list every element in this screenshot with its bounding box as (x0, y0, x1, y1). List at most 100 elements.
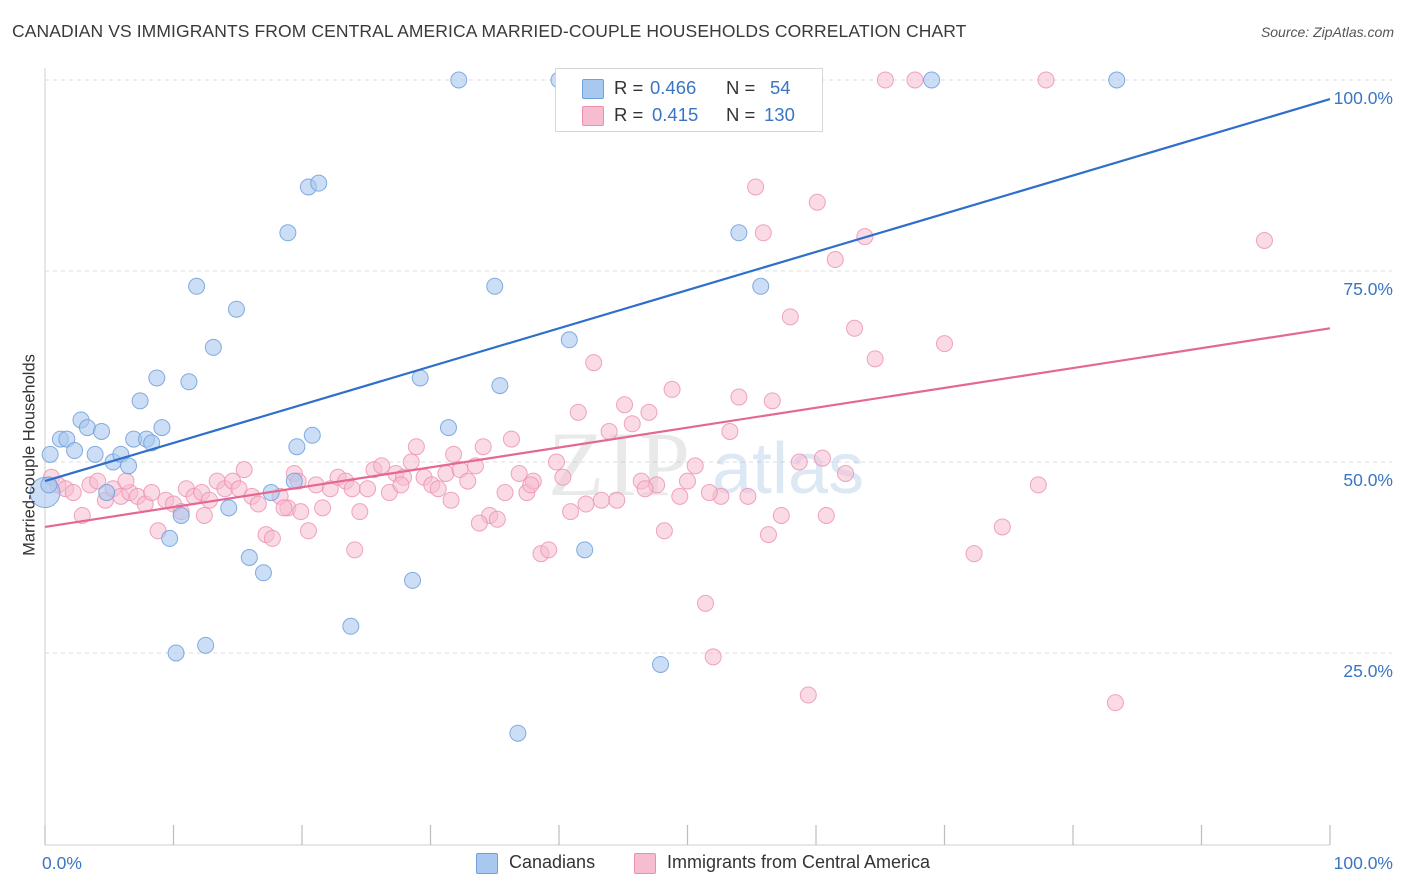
data-point-immigrants (721, 422, 739, 440)
data-point-immigrants (730, 388, 748, 406)
source-label: Source: ZipAtlas.com (1260, 24, 1394, 40)
data-point-canadians (279, 224, 297, 242)
data-point-canadians (288, 438, 306, 456)
y-axis-label: Married-couple Households (20, 354, 39, 556)
data-point-immigrants (700, 484, 718, 502)
data-point-immigrants (522, 476, 540, 494)
legend-swatch-canadians (582, 79, 604, 99)
data-point-immigrants (474, 438, 492, 456)
data-point-canadians (204, 338, 222, 356)
correlation-legend: R = 0.466 N = 54 R = 0.415 N = 130 (555, 68, 823, 132)
bottom-legend-swatch-immigrants (634, 853, 656, 874)
y-tick-label: 75.0% (1343, 279, 1393, 299)
data-point-canadians (652, 655, 670, 673)
data-point-canadians (439, 419, 457, 437)
data-point-canadians (180, 373, 198, 391)
data-point-immigrants (569, 403, 587, 421)
data-point-canadians (576, 541, 594, 559)
data-point-immigrants (623, 415, 641, 433)
data-point-immigrants (510, 464, 528, 482)
data-point-immigrants (799, 686, 817, 704)
data-point-canadians (161, 529, 179, 547)
data-point-immigrants (502, 430, 520, 448)
data-point-immigrants (373, 457, 391, 475)
data-point-canadians (450, 71, 468, 89)
data-point-canadians (254, 564, 272, 582)
data-point-immigrants (754, 224, 772, 242)
legend-row-canadians: R = 0.466 N = 54 (556, 75, 822, 101)
data-point-immigrants (772, 506, 790, 524)
data-point-immigrants (547, 453, 565, 471)
data-point-immigrants (686, 457, 704, 475)
data-point-canadians (148, 369, 166, 387)
data-point-canadians (730, 224, 748, 242)
x-tick-label-right: 100.0% (1334, 853, 1393, 873)
x-tick-label-left: 0.0% (42, 853, 82, 873)
data-point-immigrants (392, 476, 410, 494)
data-point-immigrants (314, 499, 332, 517)
legend-row-immigrants: R = 0.415 N = 130 (556, 102, 822, 128)
data-point-canadians (66, 442, 84, 460)
trend-lines (44, 98, 1331, 529)
data-point-immigrants (554, 468, 572, 486)
legend-n-label: N = (726, 77, 756, 98)
legend-r-value: 0.415 (652, 104, 699, 125)
data-point-immigrants (407, 438, 425, 456)
data-point-canadians (404, 571, 422, 589)
data-point-immigrants (747, 178, 765, 196)
data-point-immigrants (496, 484, 514, 502)
data-point-immigrants (351, 503, 369, 521)
data-point-immigrants (459, 472, 477, 490)
data-point-immigrants (143, 484, 161, 502)
data-point-immigrants (826, 251, 844, 269)
data-point-immigrants (442, 491, 460, 509)
data-point-immigrants (671, 487, 689, 505)
data-point-immigrants (906, 71, 924, 89)
data-point-immigrants (600, 422, 618, 440)
data-point-immigrants (540, 541, 558, 559)
legend-n-label: N = (726, 104, 756, 125)
data-point-immigrants (275, 499, 293, 517)
data-point-immigrants (1106, 694, 1124, 712)
data-point-canadians (86, 445, 104, 463)
data-point-immigrants (1255, 231, 1273, 249)
data-point-canadians (1108, 71, 1126, 89)
data-point-immigrants (790, 453, 808, 471)
data-point-canadians (240, 549, 258, 566)
data-point-canadians (560, 331, 578, 349)
data-point-immigrants (696, 594, 714, 612)
data-point-canadians (197, 636, 215, 654)
data-point-canadians (509, 724, 527, 742)
data-point-canadians (167, 644, 185, 662)
data-point-immigrants (813, 449, 831, 467)
x-tick-labels: 0.0% 100.0% (42, 853, 1393, 873)
data-point-canadians (752, 277, 770, 295)
data-point-immigrants (64, 484, 82, 502)
data-point-immigrants (263, 529, 281, 547)
data-point-immigrants (346, 541, 364, 559)
data-point-immigrants (704, 648, 722, 666)
data-point-immigrants (470, 514, 488, 532)
legend-n-value: 130 (764, 104, 795, 125)
data-point-immigrants (608, 491, 626, 509)
data-point-immigrants (866, 350, 884, 368)
data-point-canadians (220, 499, 238, 517)
data-point-immigrants (636, 480, 654, 498)
data-point-canadians (120, 457, 138, 475)
data-point-immigrants (117, 472, 135, 490)
legend-r-label: R = (614, 77, 644, 98)
data-point-immigrants (759, 526, 777, 544)
trend-line-immigrants (44, 327, 1331, 529)
data-point-immigrants (663, 380, 681, 398)
data-point-canadians (923, 71, 941, 89)
data-point-canadians (41, 445, 59, 463)
data-point-canadians (153, 419, 171, 437)
bottom-legend-label-canadians: Canadians (509, 852, 596, 872)
series-canadians-points (29, 71, 1126, 742)
data-point-immigrants (817, 506, 835, 524)
data-point-immigrants (592, 491, 610, 509)
data-point-immigrants (679, 472, 696, 490)
data-point-immigrants (195, 506, 213, 524)
data-point-immigrants (993, 518, 1011, 536)
data-point-canadians (98, 484, 116, 502)
